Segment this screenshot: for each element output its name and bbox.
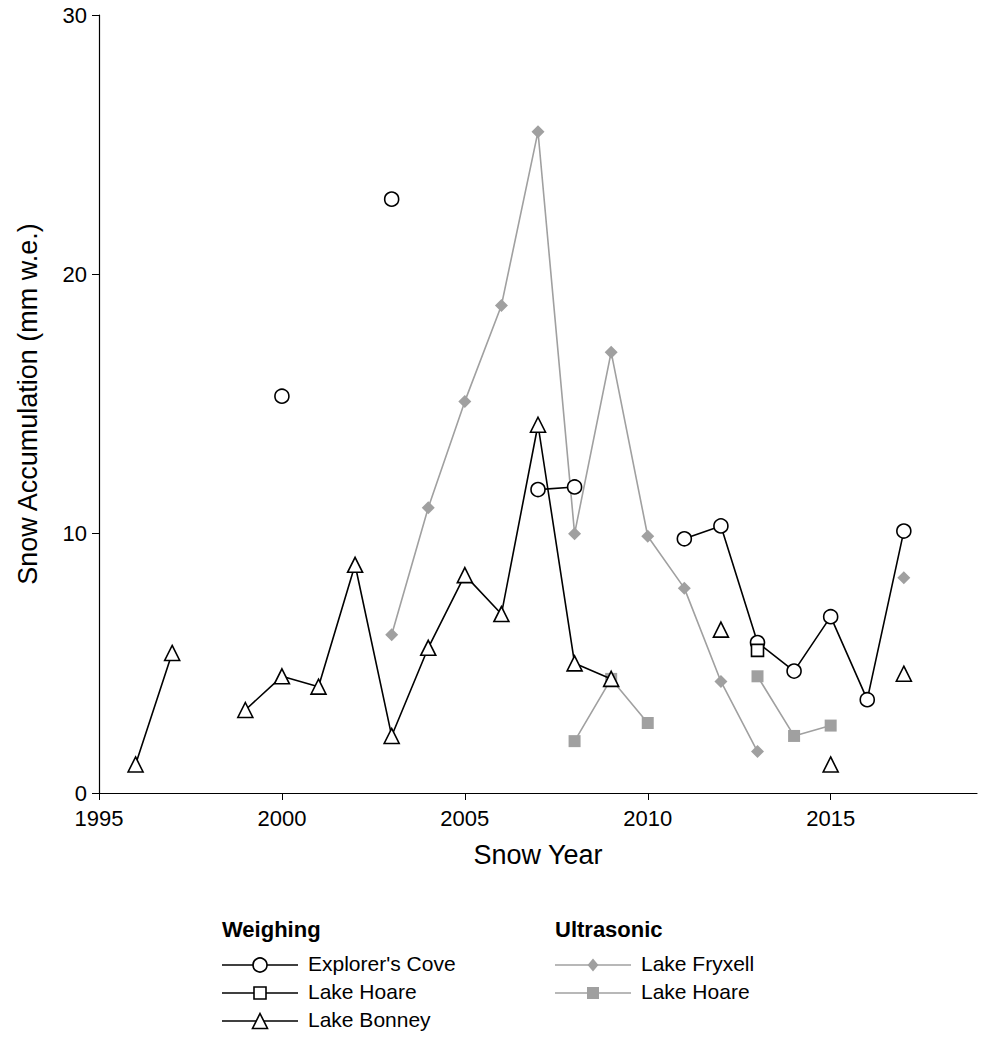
svg-text:0: 0 — [75, 781, 87, 806]
svg-text:30: 30 — [63, 3, 87, 28]
svg-text:2000: 2000 — [257, 806, 306, 831]
svg-text:Ultrasonic: Ultrasonic — [555, 917, 663, 942]
svg-text:2010: 2010 — [623, 806, 672, 831]
svg-text:1995: 1995 — [75, 806, 124, 831]
svg-text:10: 10 — [63, 521, 87, 546]
svg-text:Lake Hoare: Lake Hoare — [641, 980, 750, 1003]
svg-text:Snow Accumulation (mm w.e.): Snow Accumulation (mm w.e.) — [13, 223, 43, 585]
svg-text:Weighing: Weighing — [222, 917, 321, 942]
svg-text:20: 20 — [63, 262, 87, 287]
svg-text:2005: 2005 — [440, 806, 489, 831]
svg-text:Lake Fryxell: Lake Fryxell — [641, 952, 754, 975]
svg-text:Lake Hoare: Lake Hoare — [308, 980, 417, 1003]
svg-text:Snow Year: Snow Year — [473, 840, 602, 870]
svg-text:Lake Bonney: Lake Bonney — [308, 1008, 431, 1031]
svg-text:2015: 2015 — [806, 806, 855, 831]
svg-text:Explorer's Cove: Explorer's Cove — [308, 952, 456, 975]
